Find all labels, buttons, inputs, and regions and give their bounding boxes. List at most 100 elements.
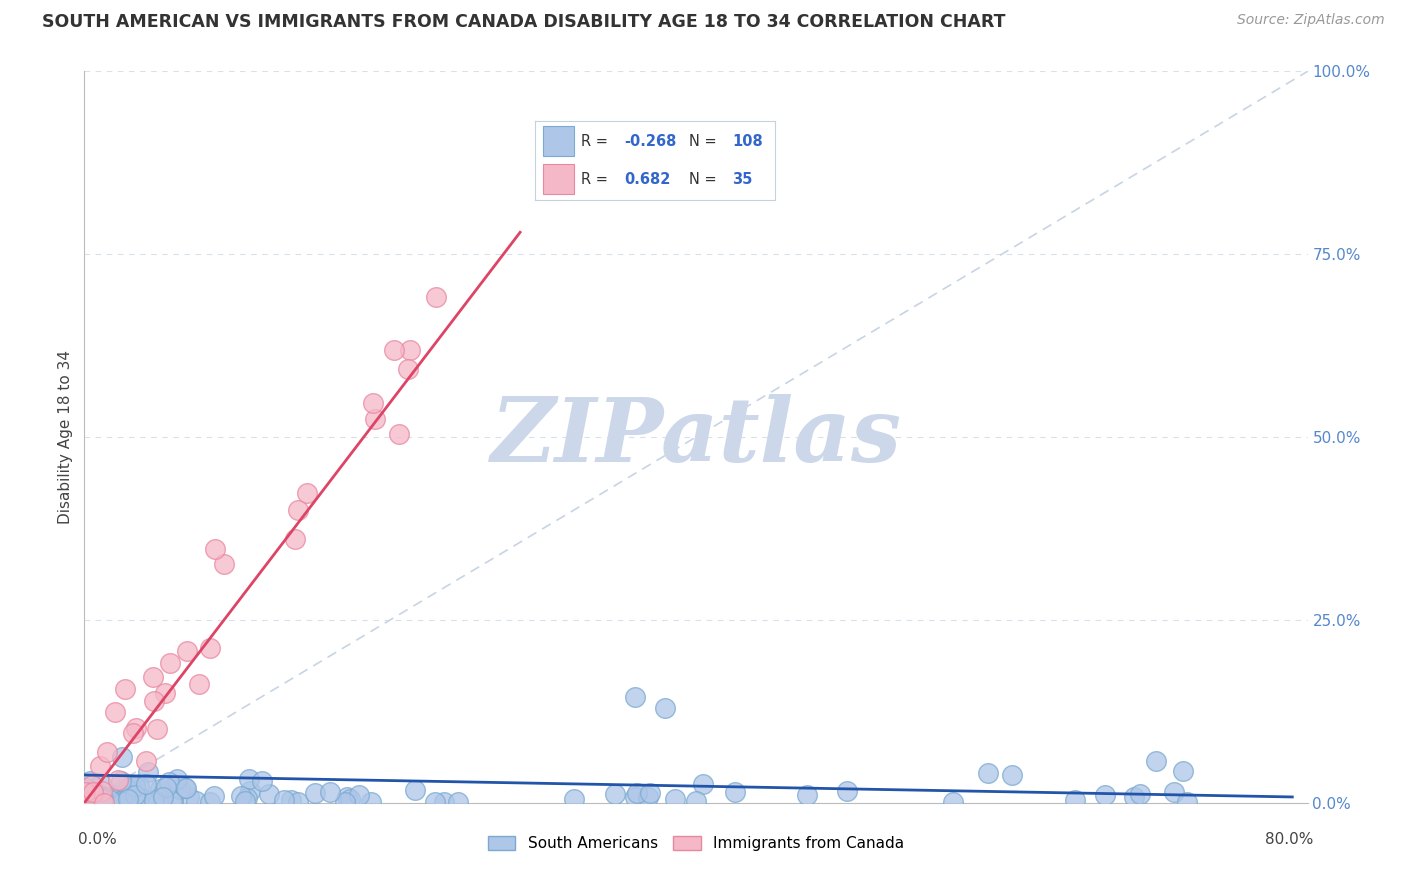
Point [127,789,149,804]
Point [112,789,135,803]
Point [117,793,139,807]
Point [280,793,302,807]
Point [153,686,176,700]
Point [1001,767,1024,781]
Text: Source: ZipAtlas.com: Source: ZipAtlas.com [1237,13,1385,28]
Point [174,780,197,795]
Point [124,789,146,803]
FancyBboxPatch shape [543,127,574,156]
Point [624,690,647,704]
Point [295,486,318,500]
Point [105,790,128,805]
Point [77,786,100,800]
Point [1123,790,1146,805]
Point [239,784,262,798]
Point [396,362,419,376]
Point [114,681,136,696]
Point [91,793,114,807]
Point [77,796,100,810]
Point [835,784,858,798]
Point [93,796,115,810]
Point [1175,795,1198,809]
Point [121,794,143,808]
Point [87,789,110,803]
Point [214,557,236,571]
Point [336,790,359,805]
Point [360,795,382,809]
Point [204,541,226,556]
Point [105,792,128,806]
Text: 0.0%: 0.0% [79,832,117,847]
Point [122,726,145,740]
Point [202,789,225,803]
Point [114,793,136,807]
Point [91,792,114,806]
Point [447,795,470,809]
Point [142,670,165,684]
Point [159,656,181,670]
Point [363,395,385,409]
Point [724,785,747,799]
Point [80,778,103,792]
Point [152,787,174,801]
Point [96,745,118,759]
Point [104,705,127,719]
Point [98,795,121,809]
Point [149,782,172,797]
Legend: South Americans, Immigrants from Canada: South Americans, Immigrants from Canada [482,830,910,857]
Point [977,766,1000,780]
Point [1171,764,1194,778]
Point [186,794,208,808]
Point [287,503,309,517]
Y-axis label: Disability Age 18 to 34: Disability Age 18 to 34 [58,350,73,524]
Point [236,790,259,805]
Point [107,773,129,788]
Point [117,792,139,806]
Point [640,786,662,800]
Text: R =: R = [581,172,607,186]
Point [433,795,456,809]
Point [685,794,707,808]
Point [198,796,221,810]
Point [124,788,146,802]
Point [104,792,127,806]
Point [404,783,426,797]
Point [319,784,342,798]
Point [796,788,818,802]
Point [238,772,260,787]
Point [284,532,307,546]
Point [174,781,197,796]
Text: SOUTH AMERICAN VS IMMIGRANTS FROM CANADA DISABILITY AGE 18 TO 34 CORRELATION CHA: SOUTH AMERICAN VS IMMIGRANTS FROM CANADA… [42,13,1005,31]
Point [562,792,585,806]
Point [304,786,326,800]
Point [637,790,659,805]
Text: 0.682: 0.682 [624,172,671,186]
Point [105,789,128,803]
Text: 108: 108 [733,134,762,149]
Point [1094,788,1116,802]
Text: R =: R = [581,134,607,149]
Text: 80.0%: 80.0% [1265,832,1313,847]
Point [136,764,159,779]
Point [157,774,180,789]
Point [103,791,125,805]
Point [626,786,648,800]
Point [1129,787,1152,801]
Point [94,791,117,805]
Text: N =: N = [689,134,717,149]
Point [177,790,200,805]
Point [128,779,150,793]
Point [146,795,169,809]
Point [79,793,101,807]
Point [98,792,121,806]
Point [89,788,111,802]
Point [339,792,361,806]
Point [132,792,155,806]
FancyBboxPatch shape [543,164,574,194]
Point [75,796,97,810]
Point [125,721,148,735]
Point [169,782,191,797]
Point [425,290,447,304]
Point [110,774,132,789]
Point [692,777,714,791]
